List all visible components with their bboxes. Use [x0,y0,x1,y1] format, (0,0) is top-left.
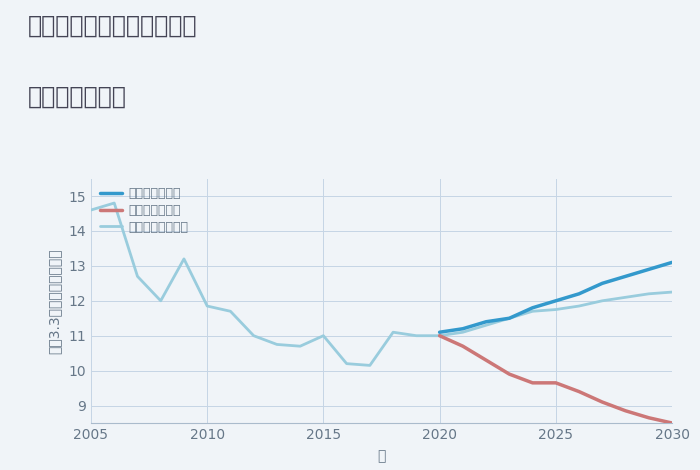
ノーマルシナリオ [389,329,398,335]
バッドシナリオ [435,333,444,338]
ノーマルシナリオ [622,295,630,300]
グッドシナリオ [645,266,653,272]
Legend: グッドシナリオ, バッドシナリオ, ノーマルシナリオ: グッドシナリオ, バッドシナリオ, ノーマルシナリオ [97,185,191,236]
ノーマルシナリオ [180,256,188,262]
Line: ノーマルシナリオ: ノーマルシナリオ [91,203,672,365]
ノーマルシナリオ [528,308,537,314]
ノーマルシナリオ [365,362,374,368]
バッドシナリオ [575,389,583,394]
グッドシナリオ [575,291,583,297]
ノーマルシナリオ [133,274,141,279]
ノーマルシナリオ [668,289,676,295]
バッドシナリオ [458,344,467,349]
バッドシナリオ [505,371,514,377]
ノーマルシナリオ [249,333,258,338]
バッドシナリオ [622,408,630,414]
ノーマルシナリオ [552,307,560,313]
グッドシナリオ [528,305,537,311]
バッドシナリオ [528,380,537,386]
ノーマルシナリオ [342,361,351,367]
Text: 土地の価格推移: 土地の価格推移 [28,85,127,109]
ノーマルシナリオ [157,298,165,304]
ノーマルシナリオ [482,322,490,328]
グッドシナリオ [668,259,676,265]
グッドシナリオ [598,281,606,286]
ノーマルシナリオ [87,207,95,213]
グッドシナリオ [435,329,444,335]
ノーマルシナリオ [296,344,304,349]
ノーマルシナリオ [598,298,606,304]
ノーマルシナリオ [203,303,211,309]
グッドシナリオ [622,274,630,279]
ノーマルシナリオ [435,333,444,338]
バッドシナリオ [482,357,490,363]
ノーマルシナリオ [412,333,421,338]
グッドシナリオ [552,298,560,304]
ノーマルシナリオ [505,315,514,321]
ノーマルシナリオ [575,303,583,309]
バッドシナリオ [645,415,653,421]
グッドシナリオ [482,319,490,325]
X-axis label: 年: 年 [377,449,386,463]
バッドシナリオ [598,399,606,405]
グッドシナリオ [505,315,514,321]
バッドシナリオ [668,420,676,426]
ノーマルシナリオ [273,342,281,347]
Line: バッドシナリオ: バッドシナリオ [440,336,672,423]
ノーマルシナリオ [645,291,653,297]
Y-axis label: 坪（3.3㎡）単価（万円）: 坪（3.3㎡）単価（万円） [48,248,62,353]
Text: 三重県桑名市長島町出口の: 三重県桑名市長島町出口の [28,14,197,38]
ノーマルシナリオ [110,200,118,206]
ノーマルシナリオ [458,329,467,335]
ノーマルシナリオ [226,308,234,314]
Line: グッドシナリオ: グッドシナリオ [440,262,672,332]
ノーマルシナリオ [319,333,328,338]
バッドシナリオ [552,380,560,386]
グッドシナリオ [458,326,467,331]
